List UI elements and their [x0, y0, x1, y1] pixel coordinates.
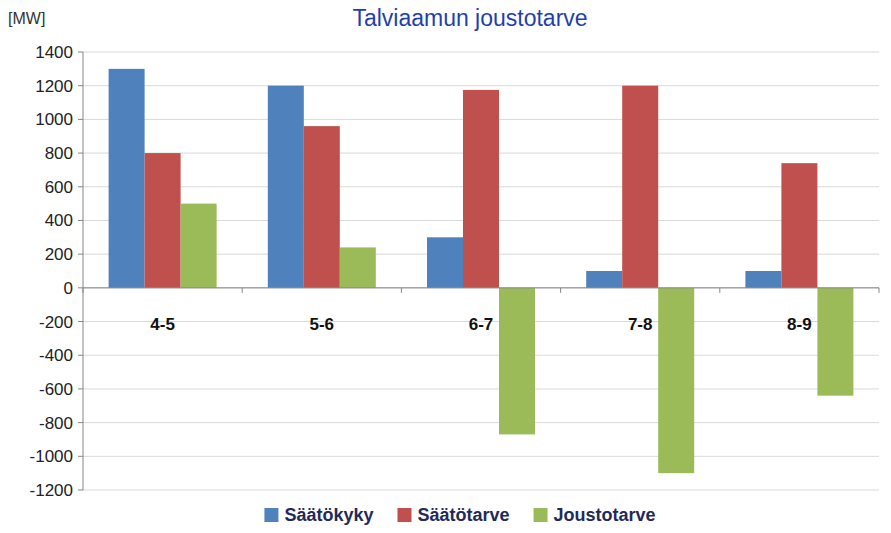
- legend-swatch: [397, 508, 411, 522]
- grid-line: [83, 287, 879, 288]
- y-axis-label: [MW]: [8, 10, 45, 27]
- y-tick: [78, 153, 83, 154]
- y-tick-label: 0: [64, 279, 73, 298]
- x-tick-label: 7-8: [628, 315, 653, 334]
- x-tick: [401, 288, 402, 293]
- legend-swatch: [264, 508, 278, 522]
- y-tick-label: 1000: [35, 110, 73, 129]
- x-tick-label: 5-6: [310, 315, 335, 334]
- y-tick-label: 800: [45, 144, 73, 163]
- grid-line: [83, 52, 879, 53]
- y-tick-label: 200: [45, 245, 73, 264]
- grid-line: [83, 490, 879, 491]
- y-tick-label: -1000: [30, 447, 73, 466]
- bar: [181, 204, 217, 288]
- y-tick-label: 600: [45, 178, 73, 197]
- y-tick-label: 1200: [35, 77, 73, 96]
- grid-line: [83, 388, 879, 389]
- x-tick-label: 8-9: [787, 315, 812, 334]
- chart: Talviaamun joustotarve [MW] -1200 -1000 -800…: [0, 0, 891, 533]
- grid-line: [83, 355, 879, 356]
- bar: [586, 271, 622, 288]
- bar: [145, 153, 181, 288]
- bar: [109, 69, 145, 288]
- bars: [109, 69, 854, 473]
- bar: [658, 288, 694, 473]
- y-tick-label: 1400: [35, 43, 73, 62]
- y-tick: [78, 456, 83, 457]
- bar: [499, 288, 535, 435]
- x-tick: [719, 288, 720, 293]
- y-tick: [78, 388, 83, 389]
- bar: [817, 288, 853, 396]
- y-tick: [78, 220, 83, 221]
- y-tick: [78, 355, 83, 356]
- grid-line: [83, 456, 879, 457]
- grid-line: [83, 422, 879, 423]
- y-tick-label: -400: [39, 346, 73, 365]
- y-tick: [78, 254, 83, 255]
- y-tick-label: -200: [39, 313, 73, 332]
- bar: [268, 86, 304, 288]
- bar: [745, 271, 781, 288]
- x-tick: [560, 288, 561, 293]
- legend-label: Joustotarve: [554, 505, 656, 525]
- x-tick-label: 6-7: [469, 315, 494, 334]
- y-tick: [78, 85, 83, 86]
- y-tick-label: -600: [39, 380, 73, 399]
- y-tick-label: -800: [39, 414, 73, 433]
- title: Talviaamun joustotarve: [352, 5, 587, 31]
- x-tick: [242, 288, 243, 293]
- bar: [622, 86, 658, 288]
- y-tick: [78, 321, 83, 322]
- y-tick: [78, 287, 83, 288]
- legend: Säätökyky Säätötarve Joustotarve: [264, 505, 655, 525]
- bar: [427, 237, 463, 288]
- legend-swatch: [534, 508, 548, 522]
- x-tick: [879, 288, 880, 293]
- y-tick-label: -1200: [30, 481, 73, 500]
- x-tick-label: 4-5: [150, 315, 175, 334]
- x-axis: [83, 287, 879, 288]
- y-axis: [83, 52, 84, 490]
- y-tick: [78, 52, 83, 53]
- legend-label: Säätökyky: [284, 505, 373, 525]
- y-tick: [78, 422, 83, 423]
- grid-line: [83, 85, 879, 86]
- bar: [340, 247, 376, 287]
- bar: [463, 90, 499, 288]
- y-tick: [78, 119, 83, 120]
- y-tick: [78, 186, 83, 187]
- y-tick: [78, 490, 83, 491]
- y-tick-label: 400: [45, 211, 73, 230]
- x-tick: [83, 288, 84, 293]
- legend-label: Säätötarve: [417, 505, 509, 525]
- bar: [304, 126, 340, 288]
- bar: [781, 163, 817, 288]
